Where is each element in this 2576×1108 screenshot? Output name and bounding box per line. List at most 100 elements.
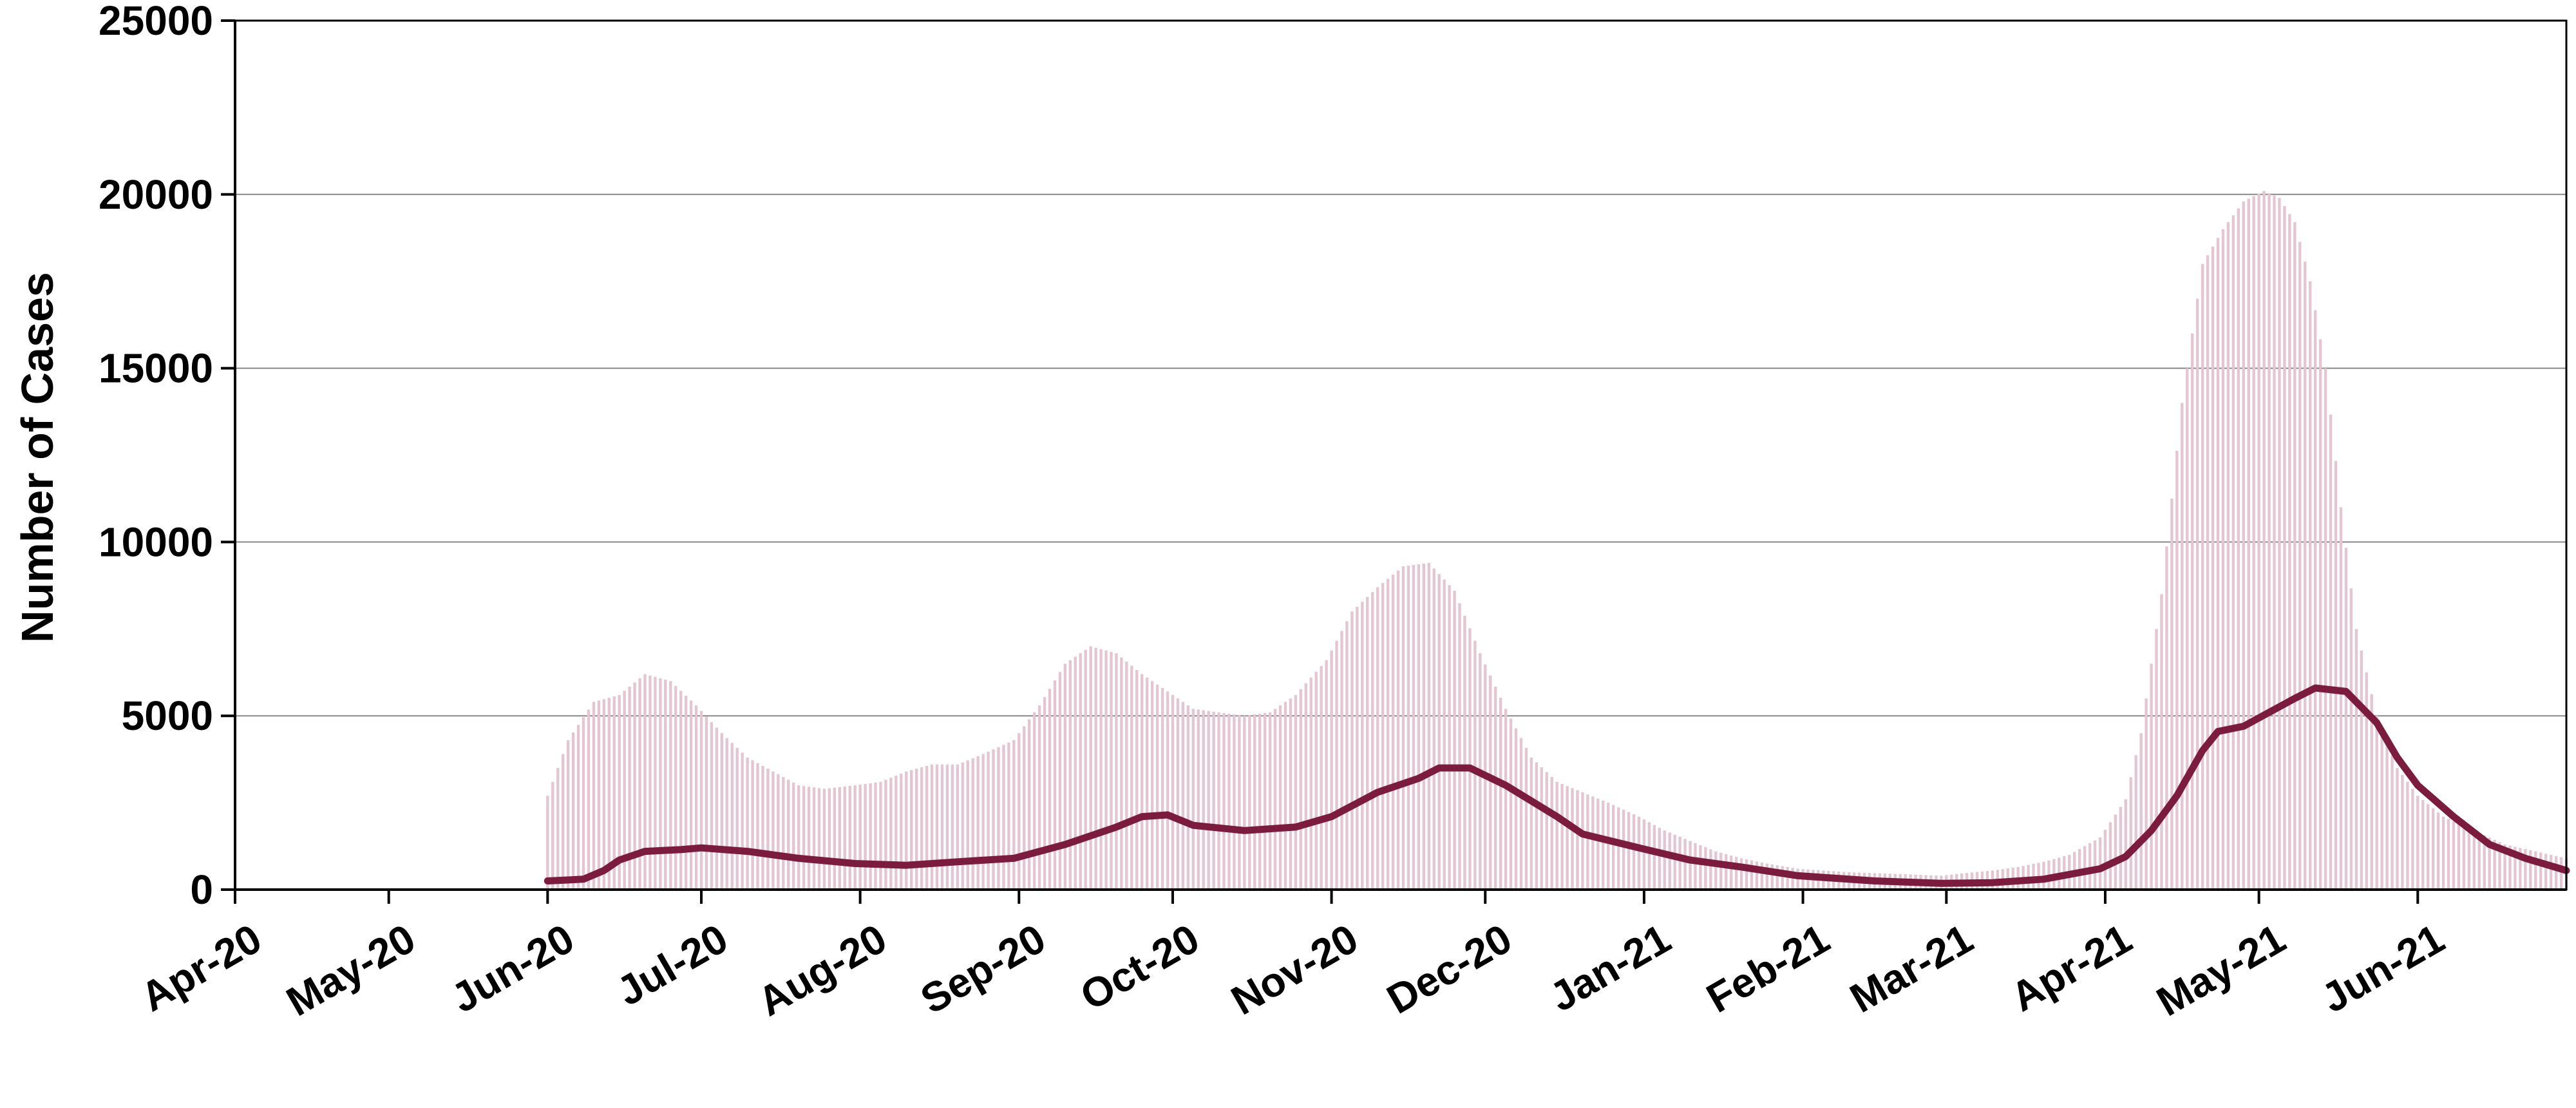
bar: [2304, 262, 2307, 890]
bar: [1714, 851, 1718, 890]
bar: [2385, 741, 2389, 890]
bar: [1540, 767, 1543, 890]
bar: [1607, 803, 1610, 890]
bar: [1453, 590, 1456, 890]
bar: [864, 783, 867, 890]
bar: [2134, 755, 2137, 890]
bar: [2195, 298, 2199, 890]
bar: [1212, 711, 1215, 890]
axes: [221, 19, 2568, 904]
bar: [1591, 796, 1595, 890]
bar: [1273, 709, 1277, 890]
bar: [838, 787, 842, 890]
x-tick-label: Dec-20: [1379, 915, 1519, 1022]
bar: [2231, 215, 2235, 890]
bar: [787, 779, 790, 890]
bar: [556, 768, 560, 890]
bar: [2309, 281, 2312, 890]
bar: [976, 756, 980, 890]
bar: [2344, 548, 2348, 890]
bar: [1509, 718, 1513, 890]
bar: [2375, 716, 2378, 890]
bar: [874, 782, 877, 890]
bar: [1770, 864, 1774, 890]
bar: [725, 738, 728, 890]
bar: [1709, 849, 1712, 890]
bar: [833, 787, 837, 890]
bar: [2457, 823, 2461, 890]
bar: [1018, 733, 1021, 890]
bar: [1181, 702, 1185, 890]
bar: [587, 709, 591, 890]
bar: [1160, 688, 1164, 890]
bar: [2401, 774, 2404, 890]
bar: [1586, 794, 1589, 890]
bar: [1755, 861, 1759, 890]
bar: [1750, 860, 1754, 890]
bar: [566, 740, 570, 890]
bar: [2139, 733, 2143, 890]
bar: [2339, 507, 2343, 890]
x-tick-label: Apr-20: [133, 915, 269, 1020]
y-tick-label: 20000: [99, 171, 213, 218]
bar: [971, 758, 974, 890]
bar: [2324, 368, 2327, 890]
bar: [1002, 745, 1005, 890]
bar: [597, 700, 601, 890]
bar: [1120, 657, 1123, 890]
bar: [2206, 255, 2210, 890]
bar: [2150, 664, 2153, 890]
bar: [699, 711, 703, 890]
bar: [1171, 694, 1175, 890]
bar: [649, 675, 652, 890]
bar: [1739, 858, 1743, 890]
bar: [2477, 832, 2481, 890]
bar: [2278, 198, 2281, 890]
x-tick-label: Nov-20: [1224, 915, 1366, 1024]
bar: [1048, 689, 1052, 890]
bar: [659, 678, 662, 890]
bar: [607, 698, 611, 890]
bar: [1406, 566, 1410, 890]
bar: [1356, 606, 1359, 890]
bar: [1089, 646, 1092, 890]
bar: [1278, 705, 1282, 890]
bar: [1791, 868, 1794, 890]
bar: [1037, 705, 1041, 890]
bar: [1524, 747, 1528, 890]
bar: [1053, 680, 1057, 890]
bar: [2508, 845, 2512, 890]
bar: [1141, 674, 1144, 890]
bar: [900, 773, 903, 890]
bar: [2524, 849, 2527, 890]
bar: [2119, 807, 2123, 890]
bar: [1063, 664, 1067, 890]
bar: [654, 676, 657, 890]
x-tick-label: Apr-21: [2003, 915, 2139, 1020]
bar: [2108, 822, 2112, 890]
bar: [2175, 450, 2179, 890]
bar: [1781, 866, 1784, 890]
bar: [1130, 665, 1133, 890]
x-tick-label: Oct-20: [1072, 915, 1207, 1019]
bar: [1581, 792, 1584, 890]
x-tick-label: Jul-20: [609, 915, 735, 1015]
bar: [1115, 653, 1118, 890]
bar: [1632, 814, 1636, 890]
bar: [2354, 629, 2358, 890]
bar: [2165, 546, 2168, 890]
bar: [2447, 819, 2450, 890]
bar: [2098, 837, 2102, 890]
bar: [741, 752, 744, 890]
bar: [1371, 592, 1374, 890]
bar: [2252, 196, 2255, 890]
bar: [1330, 650, 1333, 890]
bar: [2498, 842, 2501, 890]
bar: [1653, 825, 1656, 890]
bar: [961, 762, 964, 890]
bar: [1361, 602, 1364, 890]
bar: [1110, 651, 1113, 890]
bar: [694, 705, 698, 890]
y-tick-labels: 0 5000 10000 15000 20000 25000: [99, 0, 213, 913]
bar: [966, 760, 969, 890]
